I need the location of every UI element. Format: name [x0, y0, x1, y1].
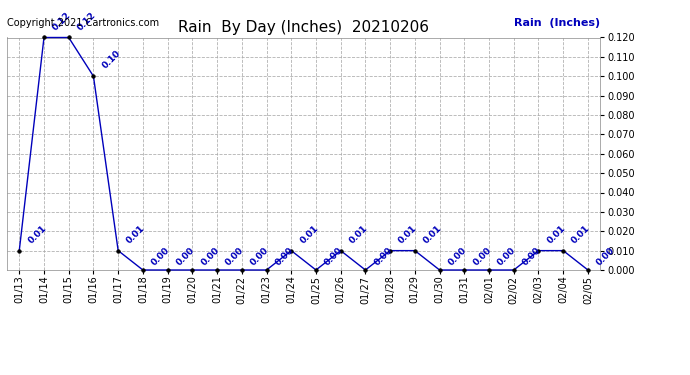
Text: 0.10: 0.10	[100, 49, 122, 71]
Text: 0.00: 0.00	[323, 246, 344, 267]
Text: 0.12: 0.12	[76, 10, 97, 32]
Text: 0.12: 0.12	[51, 10, 73, 32]
Text: 0.01: 0.01	[298, 223, 320, 245]
Text: 0.00: 0.00	[496, 246, 518, 267]
Title: Rain  By Day (Inches)  20210206: Rain By Day (Inches) 20210206	[178, 20, 429, 35]
Text: Copyright 2021 Cartronics.com: Copyright 2021 Cartronics.com	[7, 18, 159, 28]
Text: 0.01: 0.01	[26, 223, 48, 245]
Text: Rain  (Inches): Rain (Inches)	[514, 18, 600, 28]
Text: 0.00: 0.00	[471, 246, 493, 267]
Text: 0.01: 0.01	[125, 223, 147, 245]
Text: 0.01: 0.01	[545, 223, 567, 245]
Text: 0.01: 0.01	[570, 223, 592, 245]
Text: 0.00: 0.00	[175, 246, 196, 267]
Text: 0.01: 0.01	[422, 223, 444, 245]
Text: 0.01: 0.01	[397, 223, 419, 245]
Text: 0.00: 0.00	[273, 246, 295, 267]
Text: 0.00: 0.00	[595, 246, 617, 267]
Text: 0.00: 0.00	[521, 246, 542, 267]
Text: 0.00: 0.00	[248, 246, 270, 267]
Text: 0.00: 0.00	[373, 246, 394, 267]
Text: 0.01: 0.01	[348, 223, 369, 245]
Text: 0.00: 0.00	[224, 246, 246, 267]
Text: 0.00: 0.00	[446, 246, 469, 267]
Text: 0.00: 0.00	[150, 246, 172, 267]
Text: 0.00: 0.00	[199, 246, 221, 267]
